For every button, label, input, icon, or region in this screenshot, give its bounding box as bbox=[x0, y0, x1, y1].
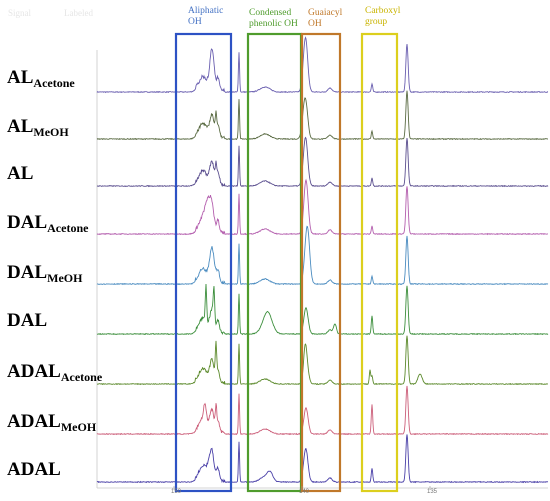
sample-label-main: ADAL bbox=[7, 361, 61, 382]
sample-label-1: ALMeOH bbox=[7, 117, 69, 138]
sample-label-subscript: Acetone bbox=[60, 370, 103, 384]
sample-label-main: ADAL bbox=[7, 459, 61, 480]
region-box-3 bbox=[360, 32, 399, 493]
region-label-line: Condensed bbox=[249, 8, 292, 18]
x-tick-label: 140 bbox=[299, 489, 310, 495]
region-box-1 bbox=[246, 32, 303, 493]
x-tick-label: 150 bbox=[171, 489, 182, 495]
region-label-line: phenolic OH bbox=[249, 18, 298, 29]
sample-label-6: ADALAcetone bbox=[7, 362, 102, 383]
faint-header-1: Signal bbox=[8, 8, 32, 18]
sample-label-main: AL bbox=[7, 67, 34, 88]
region-label-line: group bbox=[365, 16, 388, 27]
region-box-0 bbox=[174, 32, 233, 493]
region-label-line: Aliphatic bbox=[188, 6, 224, 16]
region-label-0: Aliphatic OH bbox=[188, 6, 223, 28]
sample-label-5: DAL bbox=[7, 311, 47, 330]
sample-label-main: ADAL bbox=[7, 411, 61, 432]
spectrum-line-1 bbox=[96, 90, 548, 141]
sample-label-main: AL bbox=[7, 116, 34, 137]
faint-header-2: Labeled bbox=[64, 8, 93, 18]
spectrum-line-8 bbox=[96, 434, 549, 484]
sample-label-4: DALMeOH bbox=[7, 263, 82, 284]
sample-label-main: DAL bbox=[7, 310, 48, 331]
sample-label-subscript: Acetone bbox=[33, 76, 75, 90]
region-label-line: Carboxyl bbox=[365, 6, 401, 16]
sample-label-3: DALAcetone bbox=[7, 213, 88, 234]
sample-label-2: AL bbox=[7, 164, 33, 183]
spectrum-line-7 bbox=[96, 385, 549, 436]
spectrum-line-2 bbox=[96, 136, 549, 188]
region-label-line: OH bbox=[308, 18, 322, 29]
sample-label-main: DAL bbox=[7, 262, 48, 283]
spectrum-line-5 bbox=[96, 283, 549, 336]
sample-label-7: ADALMeOH bbox=[7, 412, 96, 433]
region-label-3: Carboxyl group bbox=[365, 6, 400, 28]
sample-label-subscript: MeOH bbox=[33, 125, 69, 139]
region-label-2: Guaiacyl OH bbox=[308, 8, 342, 30]
region-label-line: OH bbox=[188, 16, 202, 27]
sample-label-main: DAL bbox=[7, 212, 48, 233]
spectrum-line-4 bbox=[96, 225, 549, 286]
region-box-2 bbox=[300, 32, 342, 493]
sample-label-subscript: MeOH bbox=[47, 271, 83, 285]
spectrum-line-0 bbox=[96, 36, 549, 94]
sample-label-8: ADAL bbox=[7, 460, 61, 479]
region-label-line: Guaiacyl bbox=[308, 8, 343, 18]
x-tick-label: 135 bbox=[427, 489, 438, 495]
sample-label-0: ALAcetone bbox=[7, 68, 75, 89]
sample-label-subscript: Acetone bbox=[47, 221, 89, 235]
region-label-1: Condensed phenolic OH bbox=[249, 8, 298, 30]
spectrum-line-3 bbox=[96, 178, 548, 236]
sample-label-main: AL bbox=[7, 163, 34, 184]
sample-label-subscript: MeOH bbox=[60, 420, 97, 434]
spectrum-line-6 bbox=[97, 335, 548, 386]
